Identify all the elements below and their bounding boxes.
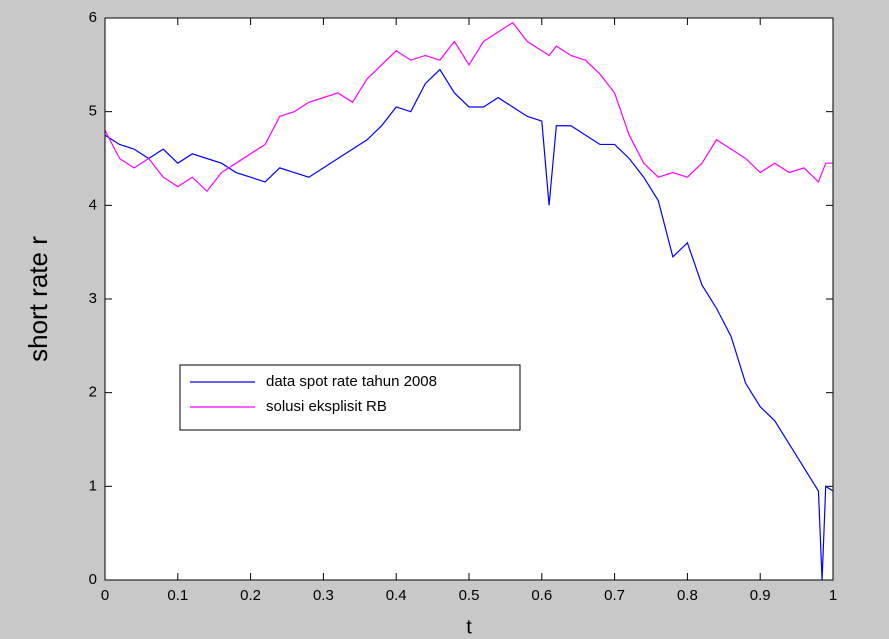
y-tick-label: 5 [89,103,97,120]
x-tick-label: 0.1 [167,587,188,604]
y-axis-label: short rate r [23,236,53,362]
plot-area [105,18,833,580]
y-tick-label: 0 [89,571,97,588]
chart: t short rate r 0 0.1 0.2 0.3 0.4 0.5 0.6 0.7 0.8… [0,0,889,639]
x-tick-label: 0.2 [240,587,261,604]
y-tick-label: 3 [89,290,97,307]
x-tick-label: 0.4 [386,587,407,604]
y-tick-label: 1 [89,477,97,494]
y-tick-label: 6 [89,9,97,26]
legend-label: solusi eksplisit RB [266,398,387,415]
x-tick-label: 0.3 [313,587,334,604]
x-tick-label: 0.7 [604,587,625,604]
x-tick-label: 0.5 [459,587,480,604]
x-tick-label: 0.9 [750,587,771,604]
y-tick-label: 4 [89,196,97,213]
x-tick-label: 1 [829,587,837,604]
x-tick-label: 0.8 [677,587,698,604]
x-tick-label: 0.6 [531,587,552,604]
legend-label: data spot rate tahun 2008 [266,373,437,390]
x-tick-label: 0 [101,587,109,604]
y-tick-label: 2 [89,384,97,401]
x-axis-label: t [466,616,472,638]
